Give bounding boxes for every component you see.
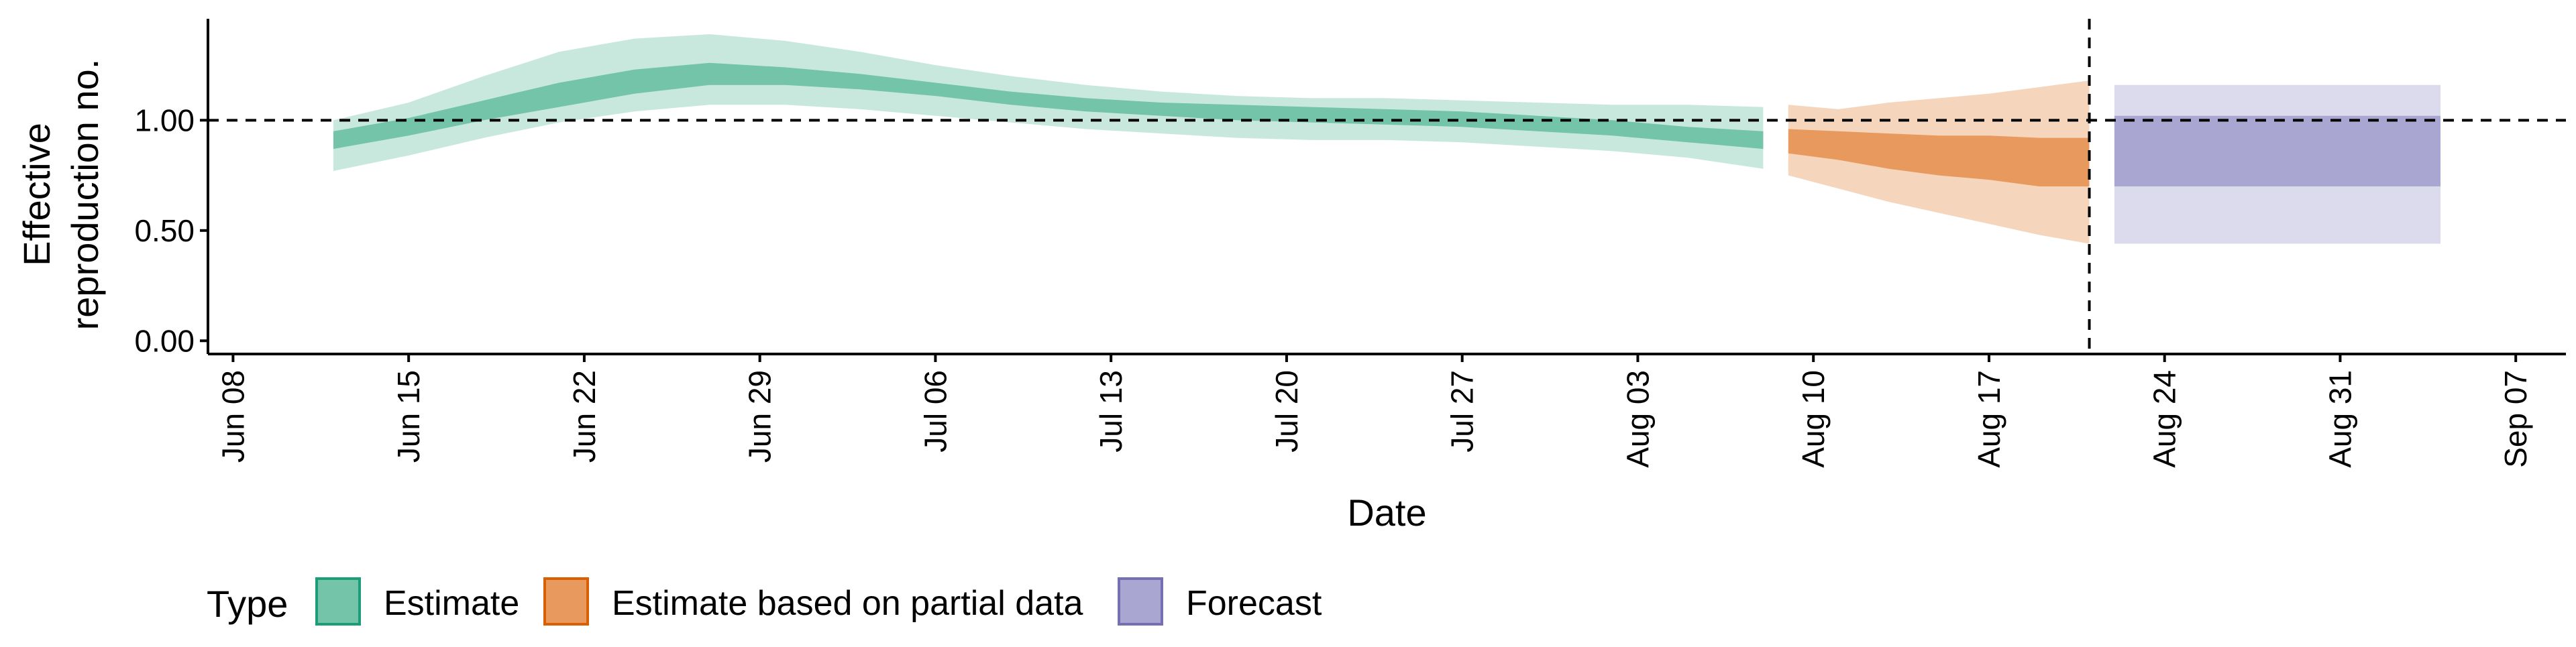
- x-tick-label: Aug 10: [1796, 370, 1831, 468]
- x-tick-label: Jun 15: [391, 370, 426, 463]
- legend: Type Estimate Estimate based on partial da…: [207, 577, 1322, 626]
- y-tick-label: 0.00: [134, 323, 195, 358]
- legend-key-0: [315, 577, 361, 626]
- band-50-series-1: [1788, 129, 2090, 186]
- x-tick-label: Jul 06: [918, 370, 953, 453]
- axes-layer: 0.00 0.50 1.00 Jun 08 Jun 15 Jun 22 Jun 29 Jul …: [15, 19, 2566, 534]
- x-tick-label: Sep 07: [2498, 370, 2533, 468]
- x-tick-label: Aug 03: [1620, 370, 1655, 468]
- legend-label-1: Estimate based on partial data: [612, 584, 1083, 623]
- band-50-series-2: [2114, 115, 2440, 186]
- y-tick-label: 0.50: [134, 213, 195, 248]
- x-tick-label: Jun 22: [567, 370, 602, 463]
- legend-key-1: [543, 577, 589, 626]
- y-axis-title-line: reproduction no.: [64, 59, 106, 331]
- y-axis-title-line: Effective: [15, 123, 58, 266]
- legend-label-0: Estimate: [384, 584, 519, 623]
- band-50-series-0: [333, 62, 1764, 150]
- x-tick-label: Jul 27: [1445, 370, 1480, 453]
- x-axis-title: Date: [1347, 491, 1426, 534]
- x-tick-label: Aug 31: [2323, 370, 2358, 468]
- series-0: [333, 34, 1764, 171]
- legend-title: Type: [207, 583, 288, 625]
- series-2: [2114, 84, 2440, 244]
- legend-label-2: Forecast: [1186, 584, 1322, 623]
- y-tick-label: 1.00: [134, 103, 195, 137]
- x-tick-label: Jun 08: [215, 370, 250, 463]
- x-tick-label: Jul 20: [1269, 370, 1304, 453]
- x-tick-label: Aug 17: [1972, 370, 2006, 468]
- legend-key-2: [1118, 577, 1163, 626]
- x-tick-label: Aug 24: [2147, 370, 2182, 468]
- x-tick-label: Jul 13: [1093, 370, 1128, 453]
- series-1: [1788, 80, 2090, 244]
- bands-layer: [333, 34, 2440, 244]
- x-tick-label: Jun 29: [743, 370, 777, 463]
